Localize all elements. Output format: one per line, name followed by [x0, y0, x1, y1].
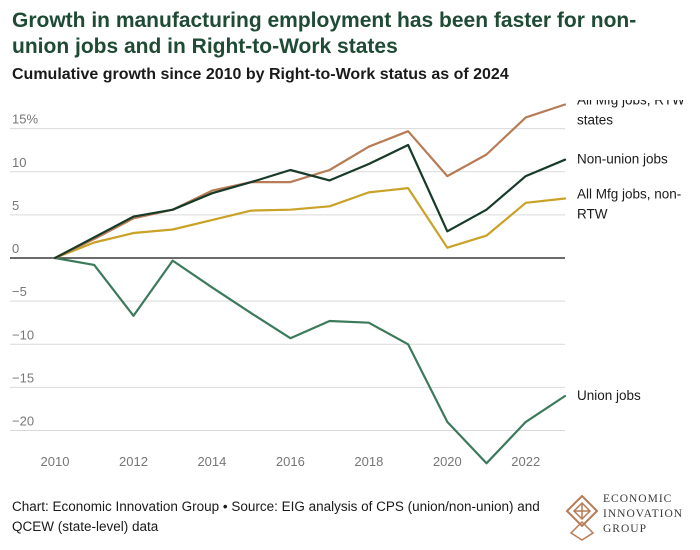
series-labels: All Mfg jobs, RTWstates Non-union jobs All…: [577, 100, 685, 403]
series-label-nonrtw: All Mfg jobs, non-RTW: [577, 186, 681, 221]
source-note: Chart: Economic Innovation Group • Sourc…: [12, 499, 540, 534]
eig-logo: ECONOMIC INNOVATION GROUP: [565, 492, 700, 544]
y-tick-label: −10: [12, 327, 34, 342]
eig-monogram-icon: [565, 494, 599, 541]
y-tick-label: −15: [12, 370, 34, 385]
y-tick-label: 0: [12, 241, 19, 256]
series-line-union: [53, 256, 567, 465]
logo-line-2: INNOVATION: [603, 508, 684, 520]
chart-subtitle: Cumulative growth since 2010 by Right-to…: [12, 66, 509, 83]
y-tick-label: −20: [12, 414, 34, 429]
x-tick-label: 2014: [197, 454, 226, 469]
y-tick-label: −5: [12, 284, 27, 299]
y-tick-label: 10: [12, 155, 26, 170]
y-axis-ticks: 15% 10 5 0 −5 −10 −15 −20: [12, 112, 38, 429]
logo-wordmark: ECONOMIC INNOVATION GROUP: [603, 492, 683, 537]
y-tick-label: 5: [12, 198, 19, 213]
x-tick-label: 2010: [41, 454, 70, 469]
series-lines: [53, 103, 567, 465]
x-tick-label: 2020: [433, 454, 462, 469]
x-axis-ticks: 2010 2012 2014 2016 2018 2020 2022: [41, 454, 541, 469]
logo-line-1: ECONOMIC: [603, 493, 673, 505]
series-label-rtw: All Mfg jobs, RTWstates: [577, 100, 685, 127]
series-label-nonunion: Non-union jobs: [577, 152, 668, 167]
chart-title: Growth in manufacturing employment has b…: [12, 9, 637, 58]
x-tick-label: 2012: [119, 454, 148, 469]
x-tick-label: 2016: [276, 454, 305, 469]
series-line-nonunion: [53, 143, 567, 260]
y-tick-label: 15%: [12, 112, 38, 127]
series-label-union: Union jobs: [577, 388, 641, 403]
x-tick-label: 2022: [511, 454, 540, 469]
gridlines: [10, 128, 565, 431]
x-tick-label: 2018: [354, 454, 383, 469]
logo-line-3: GROUP: [603, 523, 647, 535]
series-line-nonrtw: [53, 186, 567, 260]
